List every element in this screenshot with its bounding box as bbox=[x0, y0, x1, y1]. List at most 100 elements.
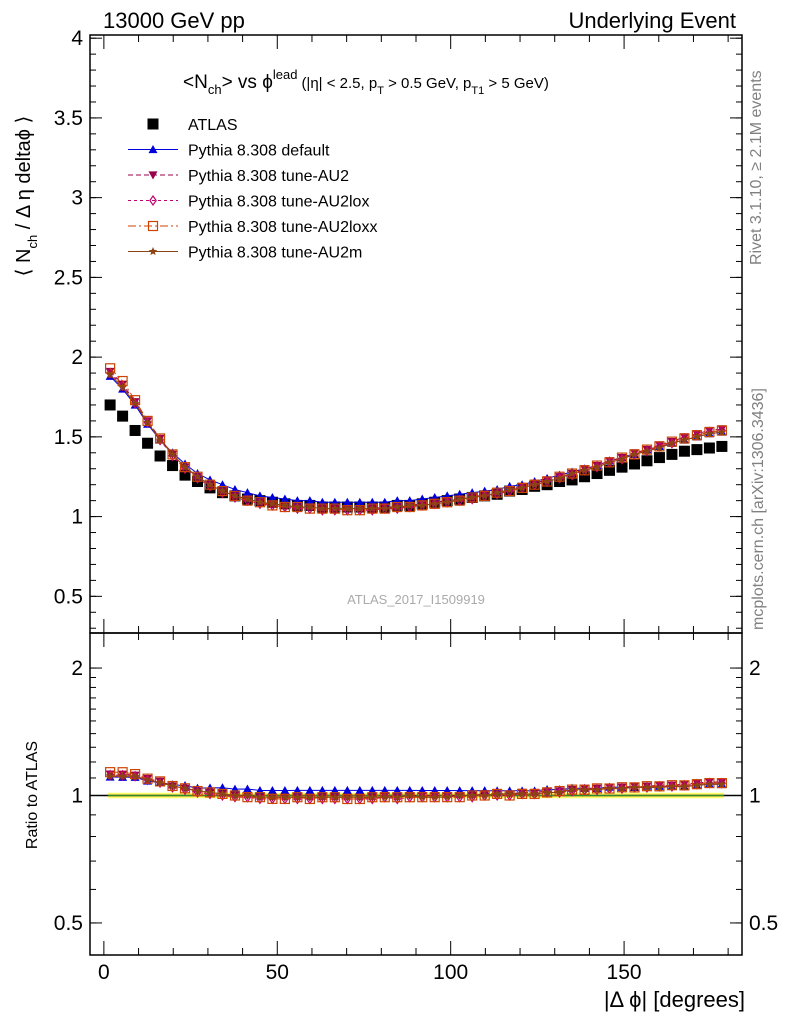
y-tick-label: 4 bbox=[71, 27, 83, 50]
ratio-point-default bbox=[355, 785, 365, 794]
point-AU2m bbox=[642, 446, 652, 455]
point-AU2m bbox=[418, 500, 427, 510]
ratio-point-AU2m bbox=[218, 789, 227, 798]
point-ATLAS bbox=[716, 440, 728, 452]
ratio-point-AU2m bbox=[280, 792, 290, 801]
point-AU2m bbox=[243, 494, 252, 503]
legend-label-AU2m: Pythia 8.308 tune-AU2m bbox=[188, 245, 362, 262]
ratio-point-default bbox=[242, 784, 252, 793]
point-AU2m bbox=[567, 469, 577, 478]
legend-marker-AU2lox bbox=[149, 194, 157, 207]
point-AU2m bbox=[105, 370, 115, 379]
ratio-point-AU2m bbox=[617, 784, 627, 793]
point-AU2m bbox=[343, 504, 352, 513]
point-ATLAS bbox=[104, 399, 116, 411]
analysis-watermark: ATLAS_2017_I1509919 bbox=[347, 592, 485, 607]
point-ATLAS bbox=[691, 444, 703, 456]
y-tick-label: 3 bbox=[71, 187, 83, 210]
ratio-point-AU2m bbox=[305, 792, 315, 801]
point-AU2m bbox=[193, 472, 202, 481]
point-AU2m bbox=[293, 502, 302, 511]
point-AU2loxx bbox=[229, 490, 241, 501]
ratio-point-AU2m bbox=[655, 783, 664, 792]
legend-marker-AU2 bbox=[148, 171, 158, 180]
ratio-point-AU2loxx bbox=[591, 783, 603, 794]
y-tick-label: 2.5 bbox=[54, 266, 83, 289]
point-AU2loxx bbox=[517, 482, 528, 493]
point-AU2m bbox=[480, 491, 489, 500]
ratio-point-AU2lox bbox=[118, 769, 127, 781]
point-AU2m bbox=[355, 504, 365, 513]
ratio-point-AU2m bbox=[205, 787, 215, 796]
ratio-point-AU2m bbox=[492, 789, 502, 798]
point-AU2loxx bbox=[479, 490, 490, 501]
legend-label-AU2lox: Pythia 8.308 tune-AU2lox bbox=[188, 194, 369, 211]
ratio-point-AU2loxx bbox=[654, 781, 665, 792]
ratio-y-tick-label: 2 bbox=[71, 657, 83, 680]
point-AU2m bbox=[205, 480, 215, 489]
mcplots-label: mcplots.cern.ch [arXiv:1306.3436] bbox=[750, 388, 767, 630]
point-AU2loxx bbox=[579, 465, 590, 476]
ratio-point-AU2m bbox=[143, 775, 152, 784]
point-AU2loxx bbox=[541, 476, 553, 487]
y-tick-label: 1.5 bbox=[54, 426, 83, 449]
point-default bbox=[342, 497, 352, 506]
ratio-point-default bbox=[342, 785, 352, 794]
ratio-point-AU2loxx bbox=[704, 777, 715, 789]
series-line-AU2m bbox=[109, 374, 722, 510]
ratio-point-AU2m bbox=[393, 792, 402, 801]
point-AU2m bbox=[318, 504, 327, 513]
legend-label-AU2: Pythia 8.308 tune-AU2 bbox=[188, 168, 349, 185]
point-ATLAS bbox=[591, 468, 603, 480]
ratio-point-AU2m bbox=[530, 789, 539, 798]
point-ATLAS bbox=[541, 479, 553, 491]
ratio-point-default bbox=[267, 786, 277, 795]
legend-label-default: Pythia 8.308 default bbox=[188, 143, 330, 160]
point-AU2m bbox=[580, 465, 589, 474]
ratio-point-default bbox=[292, 785, 302, 795]
legend-marker-AU2loxx bbox=[147, 220, 159, 232]
point-AU2m bbox=[605, 457, 614, 466]
ratio-point-AU2m bbox=[105, 771, 115, 780]
series-line-AU2loxx bbox=[109, 367, 722, 511]
point-AU2m bbox=[380, 504, 390, 513]
point-AU2loxx bbox=[704, 426, 715, 438]
point-AU2m bbox=[505, 485, 514, 494]
ratio-point-AU2m bbox=[330, 792, 340, 801]
point-AU2m bbox=[455, 494, 464, 503]
ratio-point-AU2m bbox=[542, 788, 552, 797]
point-AU2loxx bbox=[604, 457, 615, 468]
series-line-AU2lox bbox=[109, 372, 722, 511]
point-AU2m bbox=[517, 483, 527, 492]
ratio-point-AU2m bbox=[717, 779, 727, 788]
point-AU2m bbox=[592, 462, 602, 471]
point-ATLAS bbox=[666, 448, 678, 460]
ratio-point-AU2loxx bbox=[641, 781, 653, 792]
point-AU2loxx bbox=[429, 498, 440, 509]
ratio-point-AU2m bbox=[642, 783, 652, 792]
ratio-point-AU2m bbox=[680, 782, 689, 791]
ratio-point-AU2m bbox=[130, 771, 140, 780]
ratio-point-AU2m bbox=[555, 788, 564, 797]
y-axis-label: ⟨ Nch / Δ η deltaϕ ⟩ bbox=[13, 116, 40, 277]
ratio-point-AU2loxx bbox=[204, 787, 216, 798]
legend-marker-AU2m bbox=[148, 247, 158, 256]
legend-label-ATLAS: ATLAS bbox=[188, 117, 238, 134]
point-AU2m bbox=[717, 427, 727, 436]
point-AU2loxx bbox=[492, 487, 503, 498]
point-ATLAS bbox=[678, 445, 690, 457]
point-default bbox=[280, 494, 290, 503]
point-AU2m bbox=[680, 435, 689, 444]
point-AU2m bbox=[667, 438, 677, 447]
point-AU2loxx bbox=[716, 425, 727, 436]
ratio-point-AU2m bbox=[243, 791, 252, 800]
point-ATLAS bbox=[579, 471, 591, 483]
point-AU2loxx bbox=[142, 415, 153, 427]
ratio-point-AU2m bbox=[118, 771, 127, 780]
ratio-y-tick-label-right: 0.5 bbox=[749, 912, 778, 935]
point-ATLAS bbox=[142, 437, 154, 449]
point-AU2m bbox=[442, 497, 452, 506]
ratio-point-default bbox=[330, 785, 340, 794]
rivet-label: Rivet 3.1.10, ≥ 2.1M events bbox=[748, 70, 765, 265]
ratio-point-AU2lox bbox=[106, 769, 114, 781]
